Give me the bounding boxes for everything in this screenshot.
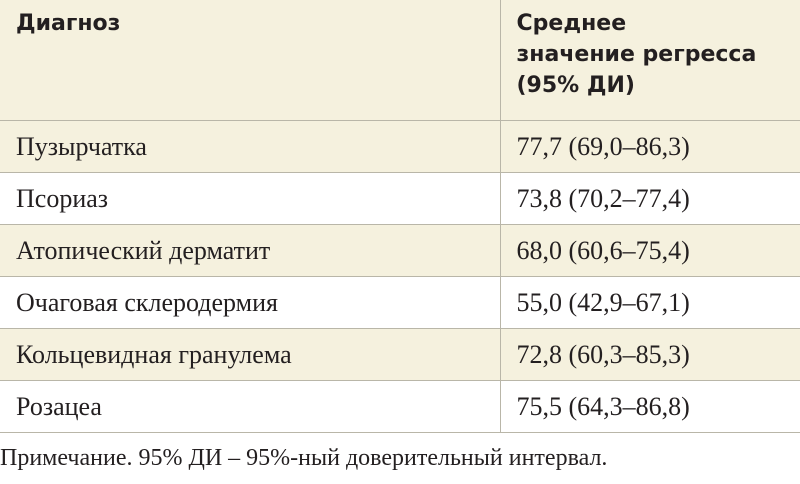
value-cell: 72,8 (60,3–85,3) — [499, 328, 800, 381]
column-header: Диагноз — [0, 0, 500, 121]
table-row: Атопический дерматит 68,0 (60,6–75,4) — [0, 224, 800, 277]
value-cell: 68,0 (60,6–75,4) — [499, 224, 800, 277]
diagnosis-cell: Пузырчатка — [0, 120, 500, 173]
column-header: Среднее значение регресса (95% ДИ) — [499, 0, 800, 121]
diagnosis-cell: Псориаз — [0, 172, 500, 225]
diagnosis-cell: Очаговая склеродермия — [0, 276, 500, 329]
table-row: Пузырчатка 77,7 (69,0–86,3) — [0, 120, 800, 173]
header-row: Диагноз Среднее значение регресса (95% Д… — [0, 0, 800, 121]
results-table: Диагноз Среднее значение регресса (95% Д… — [0, 0, 800, 433]
value-cell: 75,5 (64,3–86,8) — [499, 380, 800, 433]
value-cell: 55,0 (42,9–67,1) — [499, 276, 800, 329]
table-body: Пузырчатка 77,7 (69,0–86,3) Псориаз 73,8 (7… — [0, 120, 800, 433]
table-row: Кольцевидная гранулема 72,8 (60,3–85,3) — [0, 328, 800, 381]
table-row: Очаговая склеродермия 55,0 (42,9–67,1) — [0, 276, 800, 329]
diagnosis-cell: Атопический дерматит — [0, 224, 500, 277]
value-cell: 77,7 (69,0–86,3) — [499, 120, 800, 173]
table-row: Розацеа 75,5 (64,3–86,8) — [0, 380, 800, 433]
diagnosis-cell: Кольцевидная гранулема — [0, 328, 500, 381]
diagnosis-cell: Розацеа — [0, 380, 500, 433]
note: Примечание. 95% ДИ – 95%-ный доверительн… — [0, 445, 608, 471]
value-cell: 73,8 (70,2–77,4) — [499, 172, 800, 225]
table-row: Псориаз 73,8 (70,2–77,4) — [0, 172, 800, 225]
